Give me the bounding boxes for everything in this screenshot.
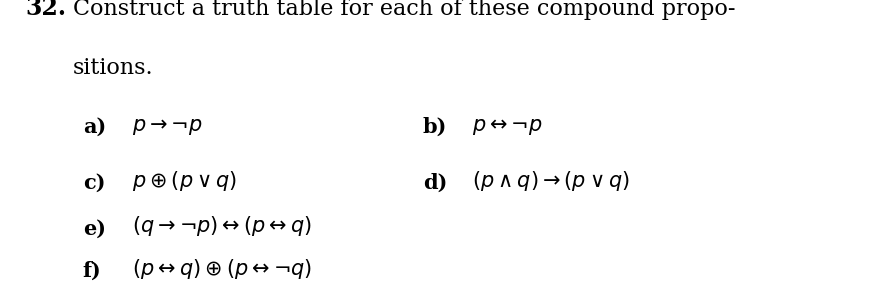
Text: sitions.: sitions. bbox=[73, 57, 154, 79]
Text: b): b) bbox=[423, 117, 447, 137]
Text: f): f) bbox=[83, 261, 101, 281]
Text: 32.: 32. bbox=[25, 0, 66, 20]
Text: $p \leftrightarrow \neg p$: $p \leftrightarrow \neg p$ bbox=[472, 117, 542, 137]
Text: Construct a truth table for each of these compound propo-: Construct a truth table for each of thes… bbox=[73, 0, 735, 20]
Text: $(p \leftrightarrow q) \oplus (p \leftrightarrow \neg q)$: $(p \leftrightarrow q) \oplus (p \leftri… bbox=[132, 257, 312, 281]
Text: $(q \rightarrow \neg p) \leftrightarrow (p \leftrightarrow q)$: $(q \rightarrow \neg p) \leftrightarrow … bbox=[132, 214, 312, 238]
Text: d): d) bbox=[423, 173, 447, 193]
Text: a): a) bbox=[83, 117, 106, 137]
Text: $p \rightarrow \neg p$: $p \rightarrow \neg p$ bbox=[132, 117, 202, 137]
Text: e): e) bbox=[83, 218, 106, 238]
Text: $p \oplus (p \vee q)$: $p \oplus (p \vee q)$ bbox=[132, 169, 237, 193]
Text: c): c) bbox=[83, 173, 105, 193]
Text: $(p \wedge q) \rightarrow (p \vee q)$: $(p \wedge q) \rightarrow (p \vee q)$ bbox=[472, 169, 630, 193]
